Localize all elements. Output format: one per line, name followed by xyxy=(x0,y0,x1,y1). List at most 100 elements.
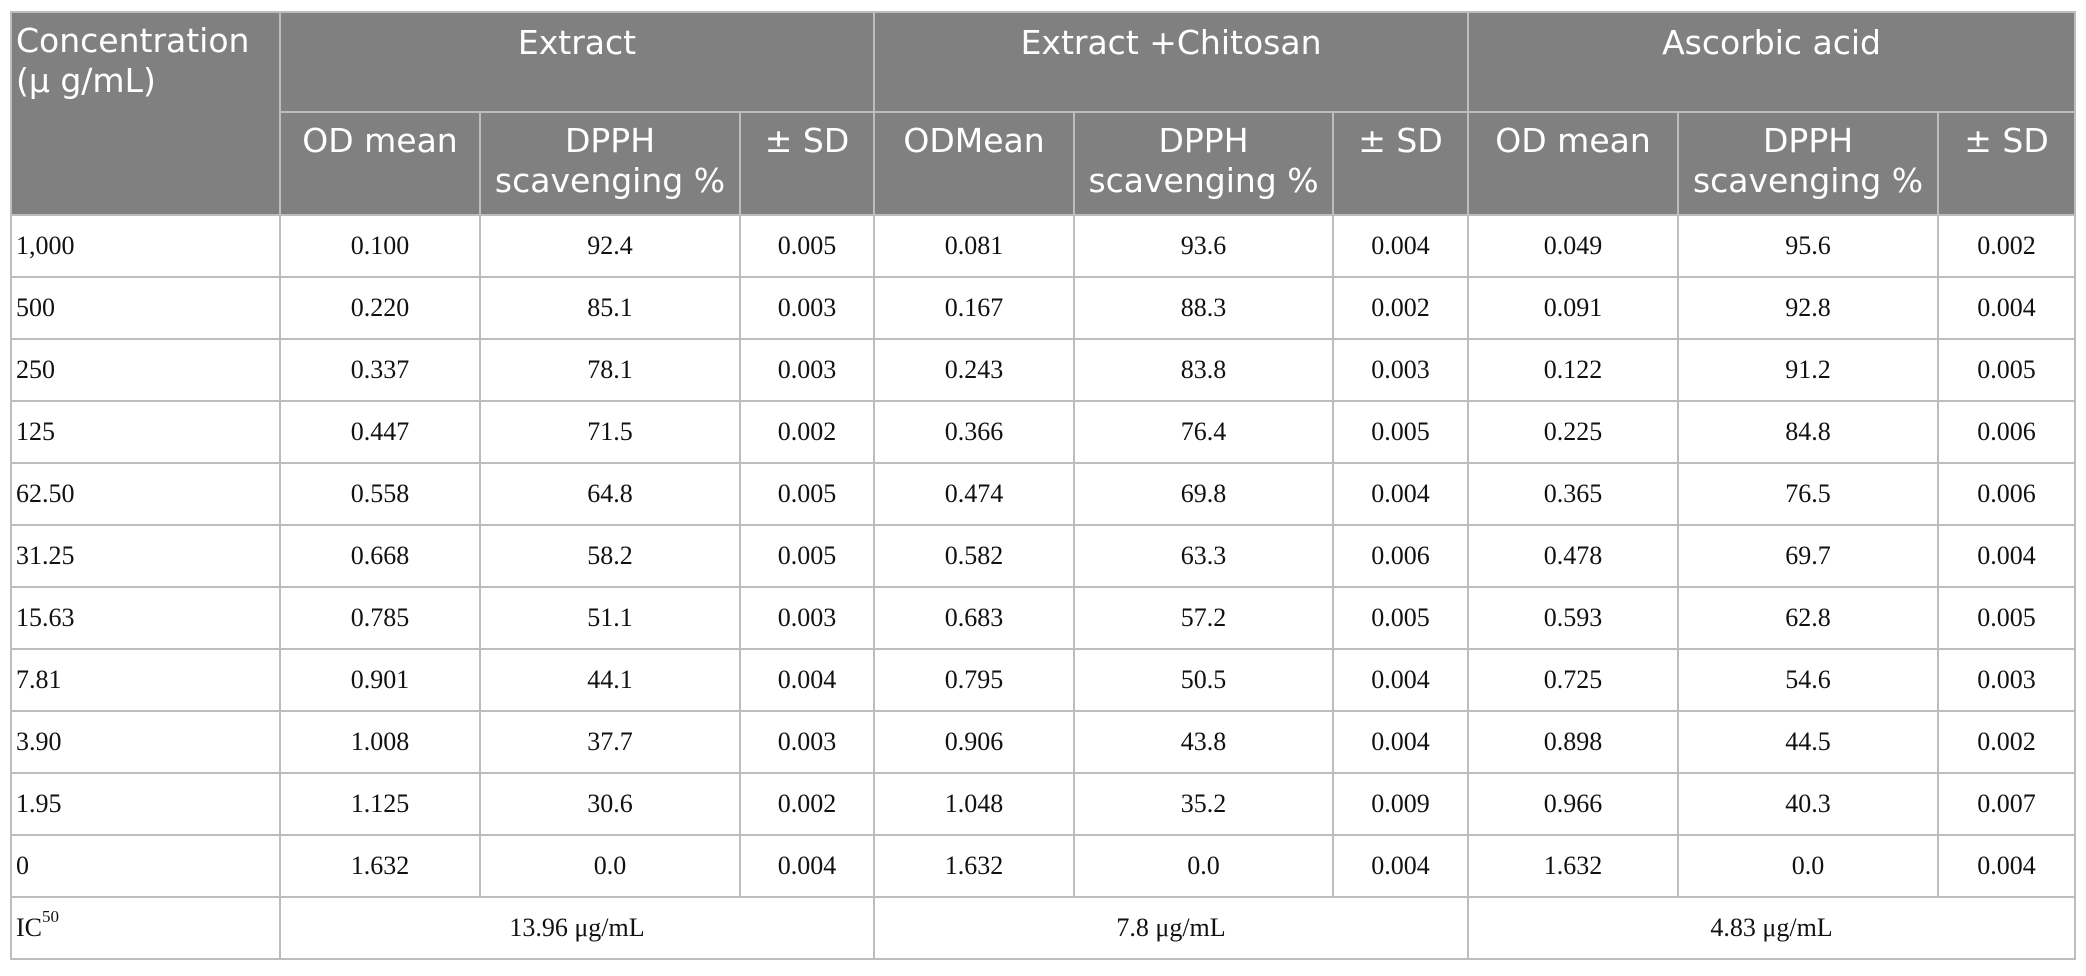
extract-chitosan-sd-cell: 0.005 xyxy=(1332,586,1470,650)
table-row: 1.95 1.125 30.6 0.002 1.048 35.2 0.009 0.966 40.… xyxy=(10,772,2077,836)
concentration-cell: 250 xyxy=(10,338,281,402)
extract-chitosan-sd-cell: 0.004 xyxy=(1332,462,1470,526)
ascorbic-acid-dpph-cell: 62.8 xyxy=(1677,586,1940,650)
extract-chitosan-sd-cell: 0.004 xyxy=(1332,648,1470,712)
subheader-sd: ± SD xyxy=(738,111,876,216)
extract-chitosan-dpph-cell: 83.8 xyxy=(1073,338,1335,402)
table-row: 15.63 0.785 51.1 0.003 0.683 57.2 0.005 0.593 62… xyxy=(10,586,2077,650)
extract-sd-cell: 0.005 xyxy=(738,214,876,278)
ascorbic-acid-dpph-cell: 76.5 xyxy=(1677,462,1940,526)
ascorbic-acid-od-mean-cell: 0.122 xyxy=(1467,338,1680,402)
extract-chitosan-sd-cell: 0.002 xyxy=(1332,276,1470,340)
ascorbic-acid-od-mean-cell: 0.966 xyxy=(1467,772,1680,836)
extract-od-mean-cell: 0.558 xyxy=(279,462,481,526)
ascorbic-acid-sd-cell: 0.004 xyxy=(1937,276,2077,340)
table-row: 0 1.632 0.0 0.004 1.632 0.0 0.004 1.632 0.0 0.004 xyxy=(10,834,2077,898)
concentration-cell: 500 xyxy=(10,276,281,340)
extract-chitosan-od-mean-cell: 1.632 xyxy=(873,834,1076,898)
extract-od-mean-cell: 1.632 xyxy=(279,834,481,898)
extract-dpph-cell: 71.5 xyxy=(479,400,741,464)
concentration-cell: 62.50 xyxy=(10,462,281,526)
extract-dpph-cell: 30.6 xyxy=(479,772,741,836)
ascorbic-acid-od-mean-cell: 0.091 xyxy=(1467,276,1680,340)
concentration-cell: 31.25 xyxy=(10,524,281,588)
ascorbic-acid-sd-cell: 0.002 xyxy=(1937,214,2077,278)
ascorbic-acid-sd-cell: 0.005 xyxy=(1937,586,2077,650)
extract-chitosan-od-mean-cell: 0.683 xyxy=(873,586,1076,650)
extract-od-mean-cell: 1.008 xyxy=(279,710,481,774)
ascorbic-acid-dpph-cell: 54.6 xyxy=(1677,648,1940,712)
extract-od-mean-cell: 1.125 xyxy=(279,772,481,836)
group-header-ascorbic-acid: Ascorbic acid xyxy=(1467,11,2077,113)
extract-chitosan-sd-cell: 0.004 xyxy=(1332,834,1470,898)
extract-chitosan-od-mean-cell: 0.243 xyxy=(873,338,1076,402)
extract-chitosan-sd-cell: 0.006 xyxy=(1332,524,1470,588)
extract-od-mean-cell: 0.220 xyxy=(279,276,481,340)
extract-od-mean-cell: 0.785 xyxy=(279,586,481,650)
extract-chitosan-dpph-cell: 50.5 xyxy=(1073,648,1335,712)
ascorbic-acid-sd-cell: 0.007 xyxy=(1937,772,2077,836)
ascorbic-acid-dpph-cell: 92.8 xyxy=(1677,276,1940,340)
ascorbic-acid-sd-cell: 0.004 xyxy=(1937,834,2077,898)
extract-chitosan-od-mean-cell: 0.167 xyxy=(873,276,1076,340)
extract-dpph-cell: 58.2 xyxy=(479,524,741,588)
extract-dpph-cell: 92.4 xyxy=(479,214,741,278)
ascorbic-acid-dpph-cell: 69.7 xyxy=(1677,524,1940,588)
extract-chitosan-od-mean-cell: 0.582 xyxy=(873,524,1076,588)
extract-od-mean-cell: 0.668 xyxy=(279,524,481,588)
concentration-cell: 15.63 xyxy=(10,586,281,650)
ascorbic-acid-od-mean-cell: 0.898 xyxy=(1467,710,1680,774)
extract-chitosan-dpph-cell: 88.3 xyxy=(1073,276,1335,340)
ic50-extract: 13.96 μg/mL xyxy=(278,896,876,960)
extract-chitosan-sd-cell: 0.004 xyxy=(1332,214,1470,278)
subheader-sd: ± SD xyxy=(1937,111,2077,216)
ascorbic-acid-dpph-cell: 95.6 xyxy=(1677,214,1940,278)
group-header-extract-chitosan: Extract +Chitosan xyxy=(873,11,1470,113)
ascorbic-acid-dpph-cell: 91.2 xyxy=(1677,338,1940,402)
extract-chitosan-sd-cell: 0.009 xyxy=(1332,772,1470,836)
subheader-dpph-scavenging: DPPH scavenging % xyxy=(1073,111,1335,216)
extract-chitosan-od-mean-cell: 0.366 xyxy=(873,400,1076,464)
subheader-od-mean: OD mean xyxy=(279,111,481,216)
extract-sd-cell: 0.003 xyxy=(738,710,876,774)
table-row: 7.81 0.901 44.1 0.004 0.795 50.5 0.004 0.725 54.… xyxy=(10,648,2077,712)
extract-od-mean-cell: 0.447 xyxy=(279,400,481,464)
ascorbic-acid-od-mean-cell: 0.593 xyxy=(1467,586,1680,650)
extract-chitosan-od-mean-cell: 0.906 xyxy=(873,710,1076,774)
subheader-od-mean: ODMean xyxy=(873,111,1076,216)
extract-chitosan-dpph-cell: 43.8 xyxy=(1073,710,1335,774)
ascorbic-acid-od-mean-cell: 0.365 xyxy=(1467,462,1680,526)
extract-chitosan-dpph-cell: 35.2 xyxy=(1073,772,1335,836)
extract-chitosan-od-mean-cell: 1.048 xyxy=(873,772,1076,836)
extract-chitosan-od-mean-cell: 0.081 xyxy=(873,214,1076,278)
ascorbic-acid-od-mean-cell: 1.632 xyxy=(1467,834,1680,898)
extract-sd-cell: 0.002 xyxy=(738,772,876,836)
subheader-sd: ± SD xyxy=(1332,111,1470,216)
extract-chitosan-dpph-cell: 69.8 xyxy=(1073,462,1335,526)
ascorbic-acid-od-mean-cell: 0.478 xyxy=(1467,524,1680,588)
ascorbic-acid-sd-cell: 0.005 xyxy=(1937,338,2077,402)
extract-dpph-cell: 51.1 xyxy=(479,586,741,650)
extract-dpph-cell: 44.1 xyxy=(479,648,741,712)
ascorbic-acid-od-mean-cell: 0.049 xyxy=(1467,214,1680,278)
concentration-cell: 0 xyxy=(10,834,281,898)
ascorbic-acid-sd-cell: 0.006 xyxy=(1937,462,2077,526)
table-row: 125 0.447 71.5 0.002 0.366 76.4 0.005 0.225 84.8… xyxy=(10,400,2077,464)
extract-sd-cell: 0.004 xyxy=(738,834,876,898)
extract-dpph-cell: 78.1 xyxy=(479,338,741,402)
extract-dpph-cell: 37.7 xyxy=(479,710,741,774)
concentration-cell: 3.90 xyxy=(10,710,281,774)
concentration-cell: 125 xyxy=(10,400,281,464)
table-row: 62.50 0.558 64.8 0.005 0.474 69.8 0.004 0.365 76… xyxy=(10,462,2077,526)
extract-sd-cell: 0.002 xyxy=(738,400,876,464)
concentration-cell: 7.81 xyxy=(10,648,281,712)
group-header-extract: Extract xyxy=(278,11,876,113)
ic50-extract-chitosan: 7.8 μg/mL xyxy=(873,896,1470,960)
table-row: 31.25 0.668 58.2 0.005 0.582 63.3 0.006 0.478 69… xyxy=(10,524,2077,588)
extract-chitosan-dpph-cell: 93.6 xyxy=(1073,214,1335,278)
table-row: 500 0.220 85.1 0.003 0.167 88.3 0.002 0.091 92.8… xyxy=(10,276,2077,340)
extract-dpph-cell: 0.0 xyxy=(479,834,741,898)
dpph-table: Concentration (μ g/mL) Extract Extract +… xyxy=(10,11,2077,960)
table-body: 1,000 0.100 92.4 0.005 0.081 93.6 0.004 0.049 95… xyxy=(10,214,2077,960)
ascorbic-acid-od-mean-cell: 0.225 xyxy=(1467,400,1680,464)
